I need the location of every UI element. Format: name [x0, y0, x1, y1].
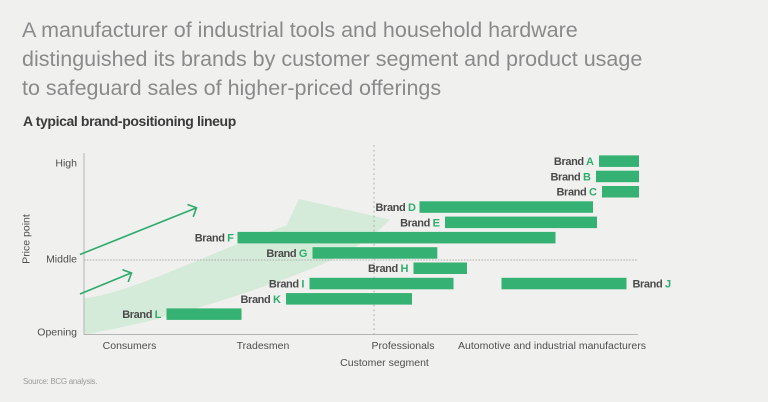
svg-text:Brand A: Brand A — [554, 156, 594, 168]
svg-text:Brand H: Brand H — [368, 263, 408, 275]
svg-text:Brand L: Brand L — [122, 309, 161, 321]
svg-text:Consumers: Consumers — [103, 340, 157, 352]
svg-text:Price point: Price point — [21, 214, 33, 264]
svg-text:Brand E: Brand E — [400, 217, 439, 229]
svg-text:Opening: Opening — [37, 327, 77, 339]
svg-text:Automotive and industrial manu: Automotive and industrial manufacturers — [458, 340, 646, 352]
svg-text:Tradesmen: Tradesmen — [237, 340, 290, 352]
svg-text:Middle: Middle — [46, 254, 77, 266]
svg-text:Customer segment: Customer segment — [340, 357, 429, 369]
svg-text:Professionals: Professionals — [371, 340, 434, 352]
svg-text:Brand G: Brand G — [266, 248, 307, 260]
svg-text:Brand B: Brand B — [551, 171, 591, 183]
svg-text:Brand C: Brand C — [557, 187, 597, 199]
svg-text:Brand F: Brand F — [195, 233, 234, 245]
svg-text:Brand I: Brand I — [269, 279, 304, 291]
svg-text:High: High — [55, 158, 77, 170]
svg-text:Brand D: Brand D — [376, 202, 416, 214]
svg-text:Brand J: Brand J — [633, 279, 671, 291]
svg-text:Brand K: Brand K — [241, 294, 281, 306]
